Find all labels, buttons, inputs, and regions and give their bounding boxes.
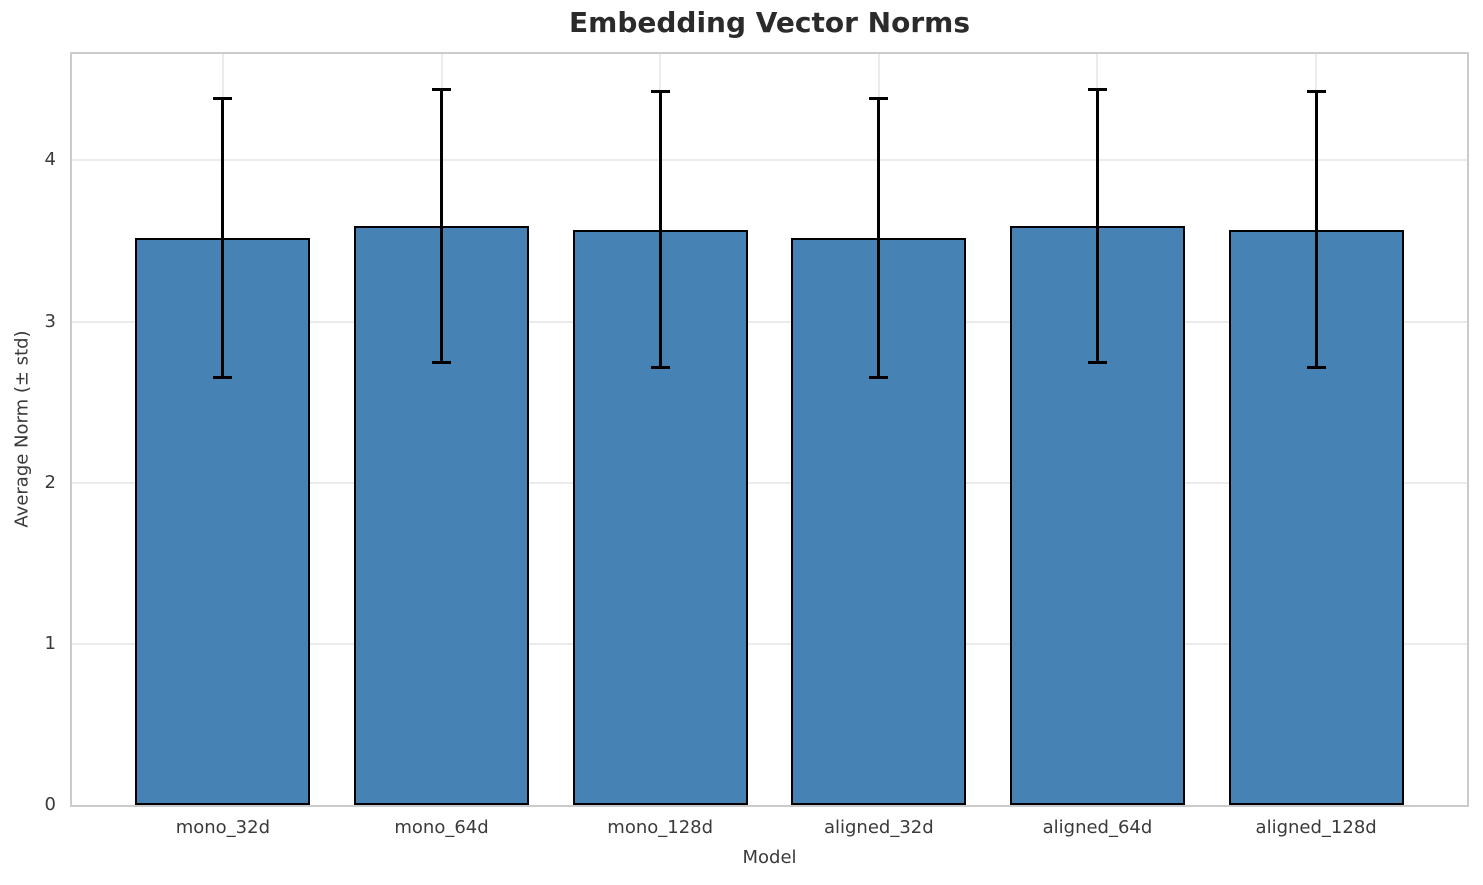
error-cap-bottom-aligned_64d	[1087, 361, 1107, 365]
error-cap-top-aligned_32d	[869, 96, 889, 100]
error-cap-top-aligned_64d	[1087, 88, 1107, 92]
error-bar-aligned_128d	[1314, 91, 1318, 369]
error-cap-bottom-mono_128d	[650, 366, 670, 370]
error-cap-top-mono_32d	[213, 96, 233, 100]
y-axis-label: Average Norm (± std)	[11, 330, 33, 528]
xtick-label-aligned_128d: aligned_128d	[1255, 817, 1377, 838]
xtick-label-mono_128d: mono_128d	[607, 817, 714, 838]
gridline-y-1	[72, 642, 1467, 645]
ytick-label-1: 1	[44, 632, 56, 654]
error-cap-top-aligned_128d	[1306, 90, 1326, 94]
error-bar-aligned_32d	[877, 97, 881, 378]
gridline-y-3	[72, 320, 1467, 323]
error-cap-bottom-aligned_128d	[1306, 366, 1326, 370]
gridline-y-4	[72, 159, 1467, 162]
xtick-label-mono_64d: mono_64d	[394, 817, 489, 838]
error-cap-bottom-mono_64d	[432, 361, 452, 365]
error-bar-mono_32d	[221, 97, 225, 378]
error-cap-bottom-aligned_32d	[869, 375, 889, 379]
ytick-label-3: 3	[44, 310, 56, 332]
ytick-label-4: 4	[44, 149, 56, 171]
plot-area	[70, 52, 1469, 807]
ytick-label-2: 2	[44, 471, 56, 493]
error-bar-mono_64d	[440, 89, 444, 364]
xtick-label-aligned_32d: aligned_32d	[823, 817, 934, 838]
error-cap-top-mono_64d	[432, 88, 452, 92]
x-axis-label: Model	[742, 847, 797, 868]
xtick-label-mono_32d: mono_32d	[175, 817, 271, 838]
error-bar-mono_128d	[658, 91, 662, 369]
error-cap-top-mono_128d	[650, 90, 670, 94]
error-bar-aligned_64d	[1095, 89, 1099, 364]
error-cap-bottom-mono_32d	[213, 375, 233, 379]
bar-aligned_128d	[1228, 229, 1404, 805]
chart-title: Embedding Vector Norms	[569, 6, 970, 39]
ytick-label-0: 0	[44, 794, 56, 815]
xtick-label-aligned_64d: aligned_64d	[1042, 817, 1153, 838]
gridline-y-2	[72, 481, 1467, 484]
